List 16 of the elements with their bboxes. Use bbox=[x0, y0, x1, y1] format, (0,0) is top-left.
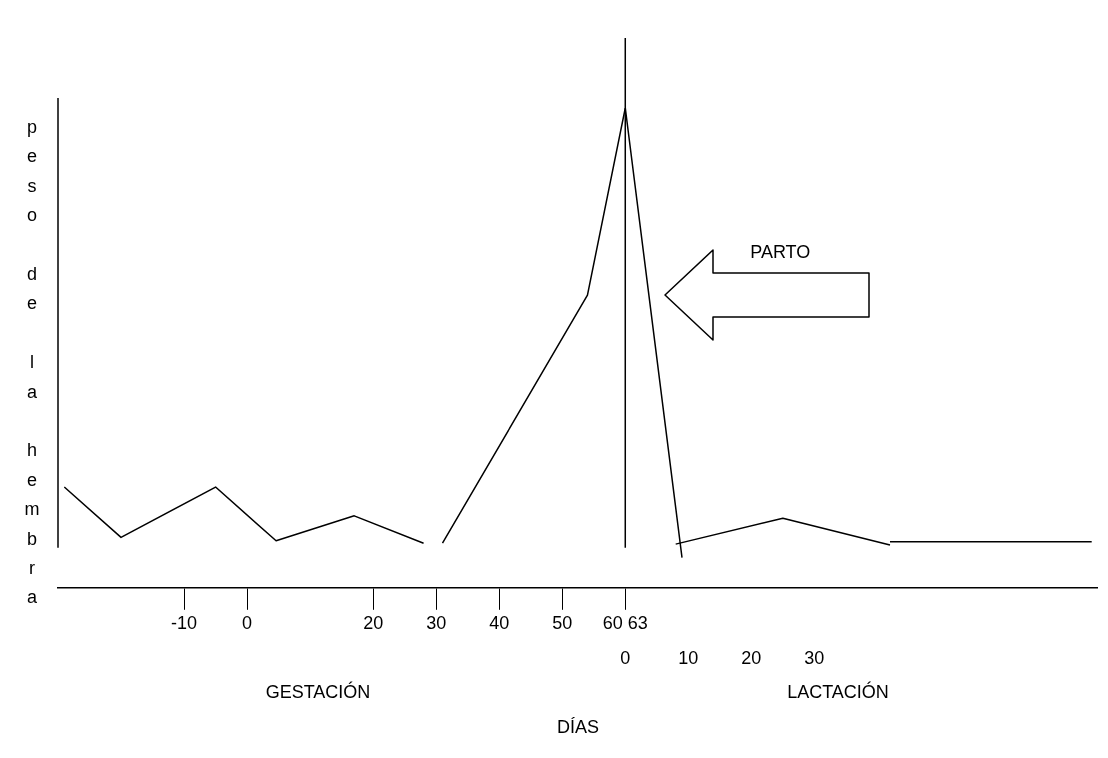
text: GESTACIÓN bbox=[265, 680, 371, 702]
x-tick-label: 20 bbox=[363, 612, 384, 633]
x-tick-label: 30 bbox=[426, 612, 447, 633]
ref-line-label: PARTO bbox=[750, 242, 811, 262]
x-tick-label: 40 bbox=[489, 612, 510, 633]
text: peso de la hembra bbox=[24, 116, 40, 608]
x2-tick-label: 30 bbox=[804, 648, 825, 669]
x-tick-label: 60 63 bbox=[602, 612, 648, 633]
x-axis-title: DÍAS bbox=[556, 716, 600, 737]
x2-tick-label: 0 bbox=[620, 648, 631, 669]
x-tick-label: -10 bbox=[171, 612, 198, 633]
x-tick-label: 0 bbox=[242, 612, 253, 633]
x2-tick-label: 20 bbox=[741, 648, 762, 669]
x-tick-label: 50 bbox=[552, 612, 573, 633]
x2-tick-label: 10 bbox=[678, 648, 699, 669]
text: LACTACIÓN bbox=[787, 680, 889, 702]
